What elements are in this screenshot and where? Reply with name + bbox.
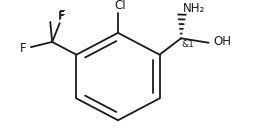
Text: OH: OH [214, 35, 231, 48]
Text: F: F [57, 10, 64, 23]
Text: NH₂: NH₂ [183, 2, 205, 15]
Text: F: F [19, 41, 26, 55]
Text: Cl: Cl [114, 0, 126, 12]
Text: &1: &1 [182, 40, 194, 49]
Text: F: F [59, 9, 66, 22]
